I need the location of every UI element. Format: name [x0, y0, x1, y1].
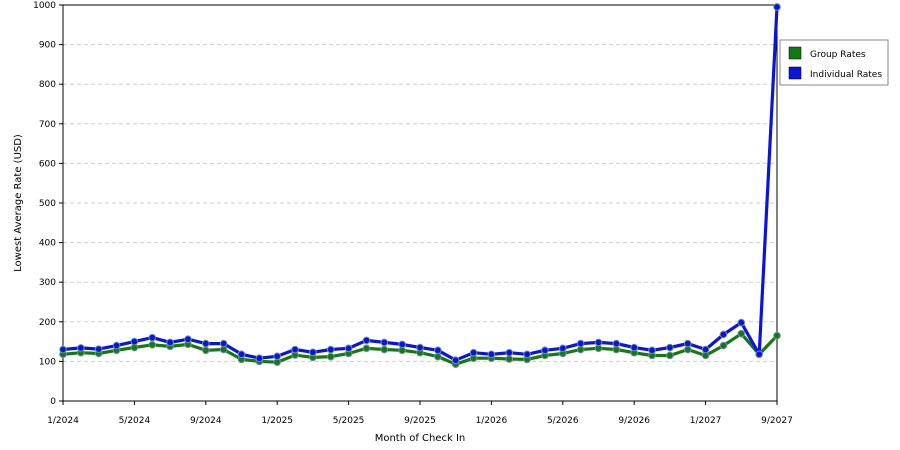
x-tick-label: 9/2026 [618, 416, 650, 426]
data-point-group-rates [737, 329, 746, 338]
legend-swatch-individual-rates [788, 66, 802, 80]
data-point-individual-rates [612, 339, 621, 348]
data-point-individual-rates [219, 339, 228, 348]
data-point-individual-rates [541, 346, 549, 355]
data-point-individual-rates [255, 354, 264, 363]
data-point-individual-rates [237, 350, 246, 359]
x-tick-label: 1/2027 [690, 416, 722, 426]
data-point-group-rates [202, 346, 210, 355]
y-tick-label: 1000 [33, 1, 56, 11]
data-point-individual-rates [755, 350, 763, 359]
data-point-group-rates [719, 341, 728, 350]
data-point-individual-rates [648, 346, 656, 355]
data-point-individual-rates [94, 345, 103, 353]
data-point-individual-rates [130, 337, 139, 346]
x-tick-label: 5/2026 [547, 416, 579, 426]
y-tick-label: 600 [39, 159, 56, 169]
data-point-individual-rates [719, 330, 728, 339]
data-point-individual-rates [630, 343, 639, 352]
data-point-individual-rates [523, 350, 531, 359]
data-point-individual-rates [434, 346, 442, 355]
y-tick-label: 700 [39, 120, 56, 130]
x-tick-label: 9/2025 [404, 416, 436, 426]
data-point-group-rates [380, 345, 389, 354]
data-point-individual-rates [487, 350, 496, 359]
x-axis-title: Month of Check In [375, 433, 466, 444]
data-point-individual-rates [505, 348, 514, 357]
y-tick-label: 900 [39, 41, 56, 51]
data-point-individual-rates [166, 338, 174, 347]
data-point-individual-rates [451, 356, 460, 365]
x-tick-label: 1/2025 [261, 416, 293, 426]
data-point-individual-rates [701, 345, 710, 354]
x-tick-label: 1/2024 [47, 416, 79, 426]
data-point-individual-rates [773, 3, 781, 11]
y-tick-label: 100 [39, 357, 56, 367]
data-point-group-rates [434, 352, 442, 361]
data-point-group-rates [666, 351, 674, 360]
y-tick-label: 400 [39, 239, 56, 249]
legend-label-individual-rates: Individual Rates [810, 70, 882, 80]
data-point-individual-rates [559, 344, 567, 353]
data-point-individual-rates [273, 352, 282, 361]
data-point-individual-rates [683, 339, 692, 348]
data-point-individual-rates [576, 339, 585, 348]
data-point-individual-rates [184, 335, 192, 344]
x-tick-label: 5/2024 [119, 416, 151, 426]
data-point-group-rates [326, 352, 335, 361]
data-point-group-rates [505, 355, 514, 363]
y-tick-label: 0 [50, 397, 56, 407]
data-point-group-rates [148, 340, 157, 349]
data-point-individual-rates [202, 339, 210, 348]
x-tick-labels: 1/2024 5/2024 9/2024 1/2025 5/2025 9/2025 1/20… [47, 401, 793, 426]
series-points [59, 3, 781, 368]
data-point-individual-rates [737, 318, 746, 327]
data-point-individual-rates [398, 340, 406, 349]
legend-label-group-rates: Group Rates [810, 50, 866, 60]
y-tick-label: 500 [39, 199, 56, 209]
legend: Group Rates Individual Rates [779, 39, 889, 86]
legend-swatch-group-rates [788, 46, 802, 60]
data-point-individual-rates [112, 341, 121, 350]
data-point-group-rates [773, 331, 781, 340]
data-point-individual-rates [291, 345, 299, 354]
data-point-individual-rates [77, 344, 85, 352]
data-point-individual-rates [59, 345, 67, 354]
data-point-individual-rates [666, 343, 674, 352]
data-point-group-rates [362, 344, 371, 353]
gridlines [63, 44, 777, 362]
y-axis-title: Lowest Average Rate (USD) [13, 134, 24, 272]
data-point-individual-rates [380, 338, 389, 347]
y-tick-label: 800 [39, 80, 56, 90]
y-tick-label: 300 [39, 278, 56, 288]
data-point-individual-rates [309, 348, 317, 357]
y-tick-labels: 0 100 200 300 400 500 600 700 800 900 1000 [33, 1, 63, 407]
x-tick-label: 5/2025 [333, 416, 365, 426]
data-point-individual-rates [344, 344, 353, 353]
data-point-individual-rates [469, 348, 478, 357]
x-tick-label: 9/2024 [190, 416, 222, 426]
data-point-individual-rates [148, 333, 157, 342]
x-tick-label: 1/2026 [476, 416, 508, 426]
data-point-individual-rates [362, 336, 371, 345]
y-tick-label: 200 [39, 318, 56, 328]
x-tick-label: 9/2027 [761, 416, 793, 426]
data-point-individual-rates [326, 345, 335, 354]
data-point-individual-rates [594, 338, 603, 347]
data-point-individual-rates [416, 343, 424, 352]
